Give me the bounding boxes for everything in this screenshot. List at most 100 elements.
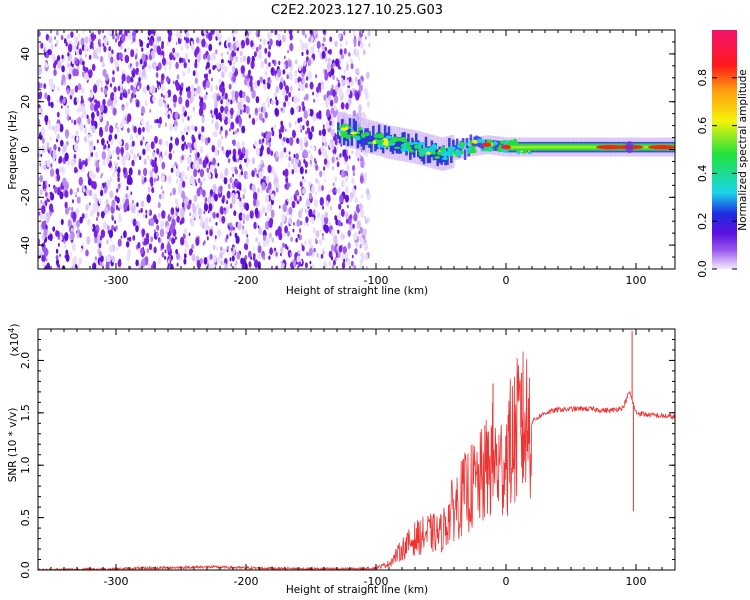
colorbar-ticks: 0.00.20.40.60.8 bbox=[696, 69, 737, 278]
noise-speckle bbox=[82, 242, 84, 247]
noise-speckle bbox=[315, 238, 318, 243]
noise-speckle bbox=[275, 85, 280, 93]
noise-speckle bbox=[193, 194, 198, 203]
noise-speckle bbox=[41, 137, 45, 144]
noise-speckle bbox=[83, 110, 87, 118]
noise-speckle bbox=[233, 264, 237, 269]
noise-speckle bbox=[100, 189, 104, 197]
noise-speckle bbox=[201, 221, 206, 229]
noise-speckle bbox=[265, 221, 270, 230]
band-blob bbox=[486, 139, 493, 144]
noise-speckle bbox=[337, 79, 340, 84]
noise-speckle bbox=[304, 34, 307, 39]
noise-speckle bbox=[143, 167, 148, 177]
noise-speckle bbox=[298, 261, 301, 268]
noise-speckle bbox=[344, 175, 348, 183]
band-core bbox=[446, 148, 449, 165]
x-tick-label: -200 bbox=[234, 575, 259, 588]
noise-speckle bbox=[54, 36, 56, 40]
band-peak bbox=[481, 142, 492, 147]
noise-speckle bbox=[304, 208, 308, 214]
noise-speckle bbox=[154, 135, 158, 144]
noise-speckle bbox=[214, 235, 217, 240]
band-blob bbox=[436, 151, 441, 156]
snr-x-ticks: -300 -200 -100 0 100 bbox=[50, 329, 663, 588]
noise-speckle bbox=[141, 68, 146, 77]
noise-speckle bbox=[103, 186, 108, 194]
noise-speckle bbox=[127, 237, 129, 241]
noise-speckle bbox=[291, 200, 296, 209]
spectrogram-x-ticks: -300 -200 -100 0 100 bbox=[50, 30, 663, 287]
noise-speckle bbox=[175, 248, 179, 255]
noise-speckle bbox=[138, 76, 141, 82]
noise-speckle bbox=[224, 211, 227, 215]
noise-speckle bbox=[140, 200, 145, 208]
noise-speckle bbox=[352, 30, 356, 36]
noise-speckle bbox=[283, 136, 286, 142]
noise-speckle bbox=[101, 138, 105, 146]
noise-speckle bbox=[102, 68, 107, 78]
noise-speckle bbox=[125, 151, 130, 161]
noise-speckle bbox=[289, 85, 293, 92]
noise-speckle bbox=[90, 102, 95, 112]
noise-speckle bbox=[42, 255, 46, 262]
noise-speckle bbox=[351, 177, 355, 185]
noise-speckle bbox=[67, 43, 73, 53]
noise-speckle bbox=[161, 73, 165, 81]
noise-speckle bbox=[76, 45, 79, 51]
noise-speckle bbox=[152, 168, 154, 172]
noise-speckle bbox=[216, 212, 219, 218]
band-blob bbox=[516, 149, 521, 155]
noise-speckle bbox=[284, 183, 287, 189]
noise-speckle bbox=[193, 141, 198, 149]
noise-speckle bbox=[224, 65, 228, 73]
noise-speckle bbox=[334, 157, 337, 161]
noise-speckle bbox=[221, 215, 226, 224]
noise-speckle bbox=[55, 43, 57, 47]
y-tick-label: 20 bbox=[19, 95, 32, 109]
noise-speckle bbox=[132, 218, 137, 227]
noise-speckle bbox=[299, 117, 303, 123]
noise-speckle bbox=[76, 97, 79, 103]
noise-speckle bbox=[57, 60, 62, 69]
band-blob bbox=[499, 140, 506, 145]
noise-speckle bbox=[83, 127, 88, 134]
noise-speckle bbox=[206, 54, 211, 62]
noise-speckle bbox=[309, 153, 313, 161]
noise-speckle bbox=[136, 202, 139, 208]
noise-speckle bbox=[191, 89, 195, 96]
noise-speckle bbox=[111, 255, 116, 263]
noise-speckle bbox=[45, 258, 48, 262]
noise-speckle bbox=[248, 30, 252, 35]
noise-speckle bbox=[216, 95, 220, 102]
band-core bbox=[377, 124, 381, 142]
noise-speckle bbox=[337, 252, 341, 259]
noise-speckle bbox=[143, 176, 147, 183]
noise-speckle bbox=[109, 237, 112, 242]
noise-speckle bbox=[45, 180, 48, 186]
noise-speckle bbox=[95, 160, 100, 168]
noise-speckle bbox=[160, 185, 163, 190]
noise-speckle bbox=[155, 72, 159, 78]
noise-speckle bbox=[357, 157, 360, 162]
noise-speckle bbox=[93, 146, 96, 150]
noise-speckle bbox=[109, 125, 114, 134]
noise-speckle bbox=[262, 163, 265, 168]
noise-speckle bbox=[323, 171, 325, 176]
noise-speckle bbox=[293, 95, 298, 104]
noise-speckle bbox=[212, 132, 215, 137]
noise-speckle bbox=[206, 80, 210, 89]
noise-speckle bbox=[147, 155, 150, 161]
noise-speckle bbox=[349, 197, 353, 202]
noise-speckle bbox=[77, 117, 82, 125]
noise-speckle bbox=[90, 41, 94, 48]
noise-speckle bbox=[161, 251, 165, 258]
noise-speckle bbox=[282, 108, 285, 114]
noise-speckle bbox=[163, 95, 165, 99]
noise-speckle bbox=[169, 155, 172, 160]
noise-speckle bbox=[108, 46, 111, 52]
noise-speckle bbox=[243, 55, 245, 59]
noise-speckle bbox=[78, 161, 83, 170]
noise-speckle bbox=[332, 189, 334, 193]
